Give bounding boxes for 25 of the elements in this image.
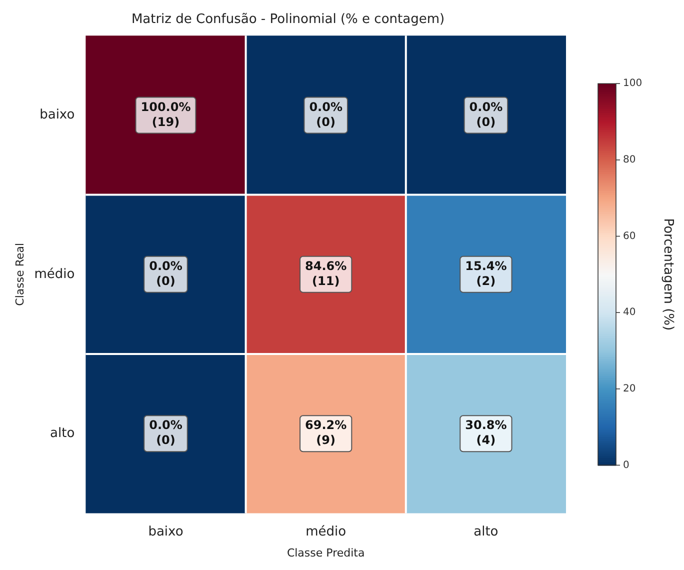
data-label: 30.8% (4) xyxy=(465,418,507,448)
color-bar-label: 100 xyxy=(623,78,642,90)
data-label: 0.0% (0) xyxy=(309,100,342,129)
x-tick-label: alto xyxy=(474,524,498,540)
y-tick-label: baixo xyxy=(40,108,75,123)
x-axis-title: Classe Predita xyxy=(286,546,365,560)
x-tick-label: baixo xyxy=(148,524,184,540)
data-label: 15.4% (2) xyxy=(465,259,507,288)
data-label: 84.6% (11) xyxy=(305,259,347,288)
data-label: 0.0% (0) xyxy=(149,418,182,448)
data-label: 100.0% (19) xyxy=(140,100,191,129)
color-bar-label: 0 xyxy=(623,460,630,471)
y-tick-label: alto xyxy=(50,426,75,441)
chart-title: Matriz de Confusão - Polinomial (% e contagem) xyxy=(131,12,445,28)
x-tick-label: médio xyxy=(306,524,346,540)
data-label: 0.0% (0) xyxy=(469,100,503,129)
color-bar-label: 40 xyxy=(623,307,636,318)
color-bar-label: 20 xyxy=(623,383,636,394)
data-label: 69.2% (9) xyxy=(305,418,347,448)
y-axis-title: Classe Real xyxy=(13,242,26,306)
color-bar-label: 60 xyxy=(623,230,636,242)
color-bar-title: Porcentagem (%) xyxy=(660,218,676,331)
data-label: 0.0% (0) xyxy=(149,259,182,288)
y-tick-label: médio xyxy=(34,266,75,282)
color-bar-label: 80 xyxy=(623,154,636,166)
